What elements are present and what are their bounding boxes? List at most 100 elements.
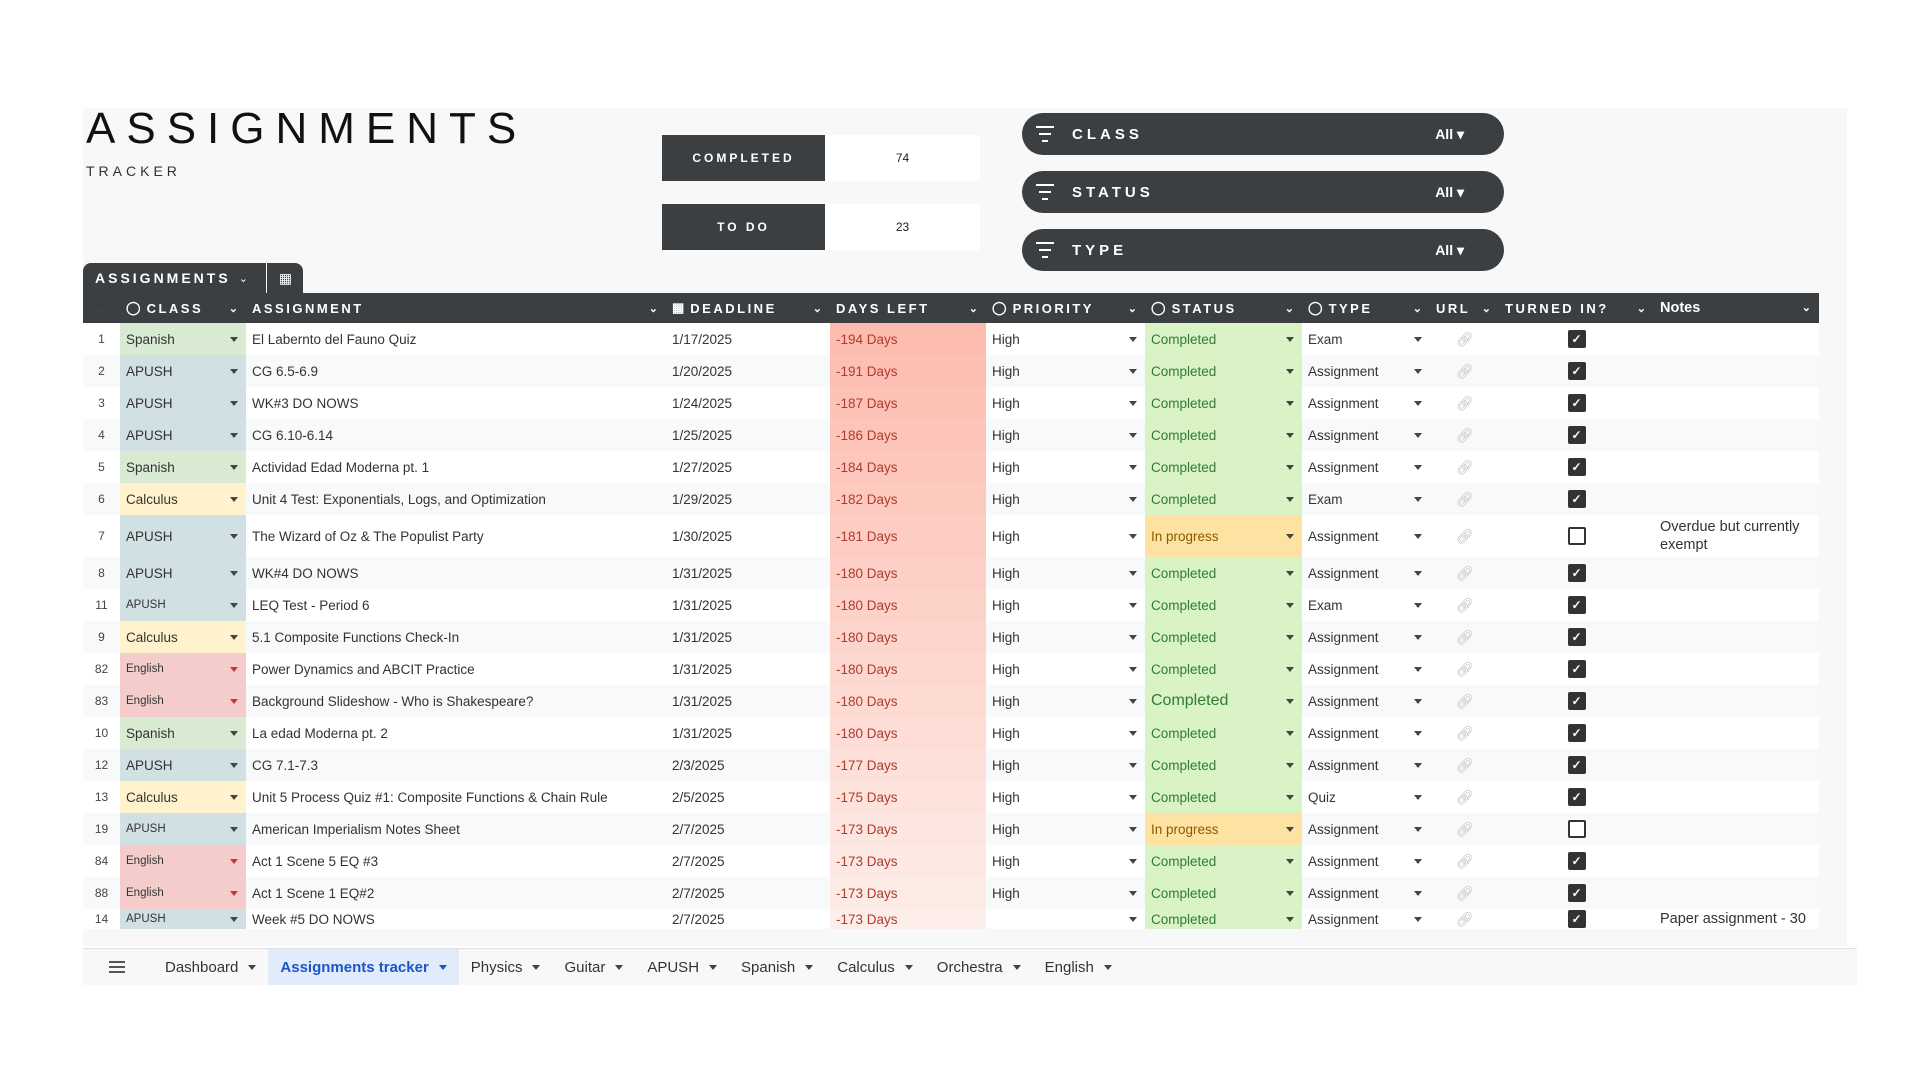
notes-cell[interactable]: [1654, 387, 1819, 419]
type-cell[interactable]: Assignment: [1302, 749, 1430, 781]
header-priority[interactable]: ◯ PRIORITY ⌄: [992, 300, 1137, 316]
dropdown-arrow-icon[interactable]: [230, 433, 238, 438]
header-class[interactable]: ◯ CLASS ⌄: [126, 300, 238, 316]
type-cell[interactable]: Assignment: [1302, 717, 1430, 749]
dropdown-arrow-icon[interactable]: [1414, 763, 1422, 768]
chevron-down-icon[interactable]: ⌄: [238, 272, 248, 285]
url-cell[interactable]: 🔗︎: [1430, 653, 1499, 685]
dropdown-arrow-icon[interactable]: [230, 795, 238, 800]
status-cell[interactable]: Completed: [1145, 419, 1302, 451]
class-cell[interactable]: Calculus: [120, 483, 246, 515]
type-cell[interactable]: Assignment: [1302, 451, 1430, 483]
header-deadline[interactable]: ▦ DEADLINE ⌄: [672, 300, 822, 316]
dropdown-arrow-icon[interactable]: [1286, 433, 1294, 438]
sheet-tab-calculus[interactable]: Calculus: [825, 949, 925, 985]
notes-cell[interactable]: [1654, 355, 1819, 387]
class-cell[interactable]: Spanish: [120, 717, 246, 749]
turned-in-cell[interactable]: ✓: [1499, 749, 1654, 781]
assignment-cell[interactable]: The Wizard of Oz & The Populist Party: [252, 528, 484, 544]
chevron-down-icon[interactable]: [1103, 964, 1112, 970]
status-cell[interactable]: In progress: [1145, 515, 1302, 557]
class-cell[interactable]: APUSH: [120, 813, 246, 845]
dropdown-arrow-icon[interactable]: [1286, 731, 1294, 736]
class-cell[interactable]: English: [120, 877, 246, 909]
chevron-down-icon[interactable]: [805, 964, 814, 970]
dropdown-arrow-icon[interactable]: [230, 731, 238, 736]
deadline-cell[interactable]: 1/31/2025: [672, 725, 733, 741]
dropdown-arrow-icon[interactable]: [1286, 795, 1294, 800]
url-cell[interactable]: 🔗︎: [1430, 621, 1499, 653]
dropdown-arrow-icon[interactable]: [1286, 603, 1294, 608]
priority-cell[interactable]: High: [986, 419, 1145, 451]
priority-cell[interactable]: High: [986, 557, 1145, 589]
turned-in-cell[interactable]: ✓: [1499, 781, 1654, 813]
notes-cell[interactable]: [1654, 749, 1819, 781]
turned-in-checkbox[interactable]: ✓: [1567, 458, 1586, 476]
turned-in-checkbox[interactable]: ✓: [1567, 394, 1586, 412]
turned-in-checkbox[interactable]: [1567, 820, 1586, 838]
link-icon[interactable]: 🔗︎: [1455, 527, 1474, 544]
table-name-tab[interactable]: ASSIGNMENTS ⌄ ▦: [83, 263, 303, 293]
deadline-cell[interactable]: 2/7/2025: [672, 911, 725, 927]
deadline-cell[interactable]: 1/27/2025: [672, 459, 733, 475]
dropdown-arrow-icon[interactable]: [1129, 859, 1137, 864]
dropdown-arrow-icon[interactable]: [1129, 635, 1137, 640]
turned-in-cell[interactable]: ✓: [1499, 483, 1654, 515]
dropdown-arrow-icon[interactable]: [230, 763, 238, 768]
priority-cell[interactable]: High: [986, 813, 1145, 845]
dropdown-arrow-icon[interactable]: [1129, 795, 1137, 800]
type-cell[interactable]: Assignment: [1302, 387, 1430, 419]
dropdown-arrow-icon[interactable]: [230, 337, 238, 342]
assignment-cell[interactable]: 5.1 Composite Functions Check-In: [252, 629, 460, 645]
url-cell[interactable]: 🔗︎: [1430, 515, 1499, 557]
assignment-cell[interactable]: Actividad Edad Moderna pt. 1: [252, 459, 430, 475]
priority-cell[interactable]: High: [986, 451, 1145, 483]
turned-in-cell[interactable]: ✓: [1499, 845, 1654, 877]
status-cell[interactable]: Completed: [1145, 653, 1302, 685]
link-icon[interactable]: 🔗︎: [1455, 394, 1474, 411]
notes-cell[interactable]: Overdue but currently exempt: [1660, 519, 1800, 553]
priority-cell[interactable]: High: [986, 387, 1145, 419]
dropdown-arrow-icon[interactable]: [230, 465, 238, 470]
dropdown-arrow-icon[interactable]: [1129, 699, 1137, 704]
dropdown-arrow-icon[interactable]: [1286, 497, 1294, 502]
status-cell[interactable]: Completed: [1145, 717, 1302, 749]
class-cell[interactable]: English: [120, 653, 246, 685]
turned-in-cell[interactable]: ✓: [1499, 909, 1654, 929]
deadline-cell[interactable]: 2/7/2025: [672, 821, 725, 837]
dropdown-arrow-icon[interactable]: [230, 635, 238, 640]
turned-in-checkbox[interactable]: [1567, 527, 1586, 545]
dropdown-arrow-icon[interactable]: [1129, 369, 1137, 374]
sheet-tab-physics[interactable]: Physics: [459, 949, 553, 985]
status-cell[interactable]: Completed: [1145, 845, 1302, 877]
dropdown-arrow-icon[interactable]: [230, 917, 238, 922]
turned-in-cell[interactable]: ✓: [1499, 653, 1654, 685]
dropdown-arrow-icon[interactable]: [1414, 401, 1422, 406]
dropdown-arrow-icon[interactable]: [230, 497, 238, 502]
type-cell[interactable]: Exam: [1302, 323, 1430, 355]
class-cell[interactable]: Calculus: [120, 781, 246, 813]
dropdown-arrow-icon[interactable]: [1414, 859, 1422, 864]
url-cell[interactable]: 🔗︎: [1430, 685, 1499, 717]
deadline-cell[interactable]: 2/7/2025: [672, 885, 725, 901]
filter-type[interactable]: TYPE All ▾: [1022, 229, 1504, 271]
dropdown-arrow-icon[interactable]: [1129, 667, 1137, 672]
turned-in-cell[interactable]: ✓: [1499, 589, 1654, 621]
turned-in-checkbox[interactable]: ✓: [1567, 852, 1586, 870]
notes-cell[interactable]: [1654, 419, 1819, 451]
class-cell[interactable]: APUSH: [120, 515, 246, 557]
type-cell[interactable]: Assignment: [1302, 685, 1430, 717]
turned-in-cell[interactable]: [1499, 813, 1654, 845]
turned-in-cell[interactable]: ✓: [1499, 877, 1654, 909]
notes-cell[interactable]: [1654, 653, 1819, 685]
class-cell[interactable]: APUSH: [120, 355, 246, 387]
assignment-cell[interactable]: Week #5 DO NOWS: [252, 911, 375, 927]
dropdown-arrow-icon[interactable]: [230, 667, 238, 672]
filter-class-value[interactable]: All ▾: [1435, 125, 1464, 142]
status-cell[interactable]: Completed: [1145, 387, 1302, 419]
turned-in-cell[interactable]: ✓: [1499, 451, 1654, 483]
status-cell[interactable]: Completed: [1145, 621, 1302, 653]
turned-in-checkbox[interactable]: ✓: [1567, 564, 1586, 582]
filter-status[interactable]: STATUS All ▾: [1022, 171, 1504, 213]
dropdown-arrow-icon[interactable]: [230, 603, 238, 608]
